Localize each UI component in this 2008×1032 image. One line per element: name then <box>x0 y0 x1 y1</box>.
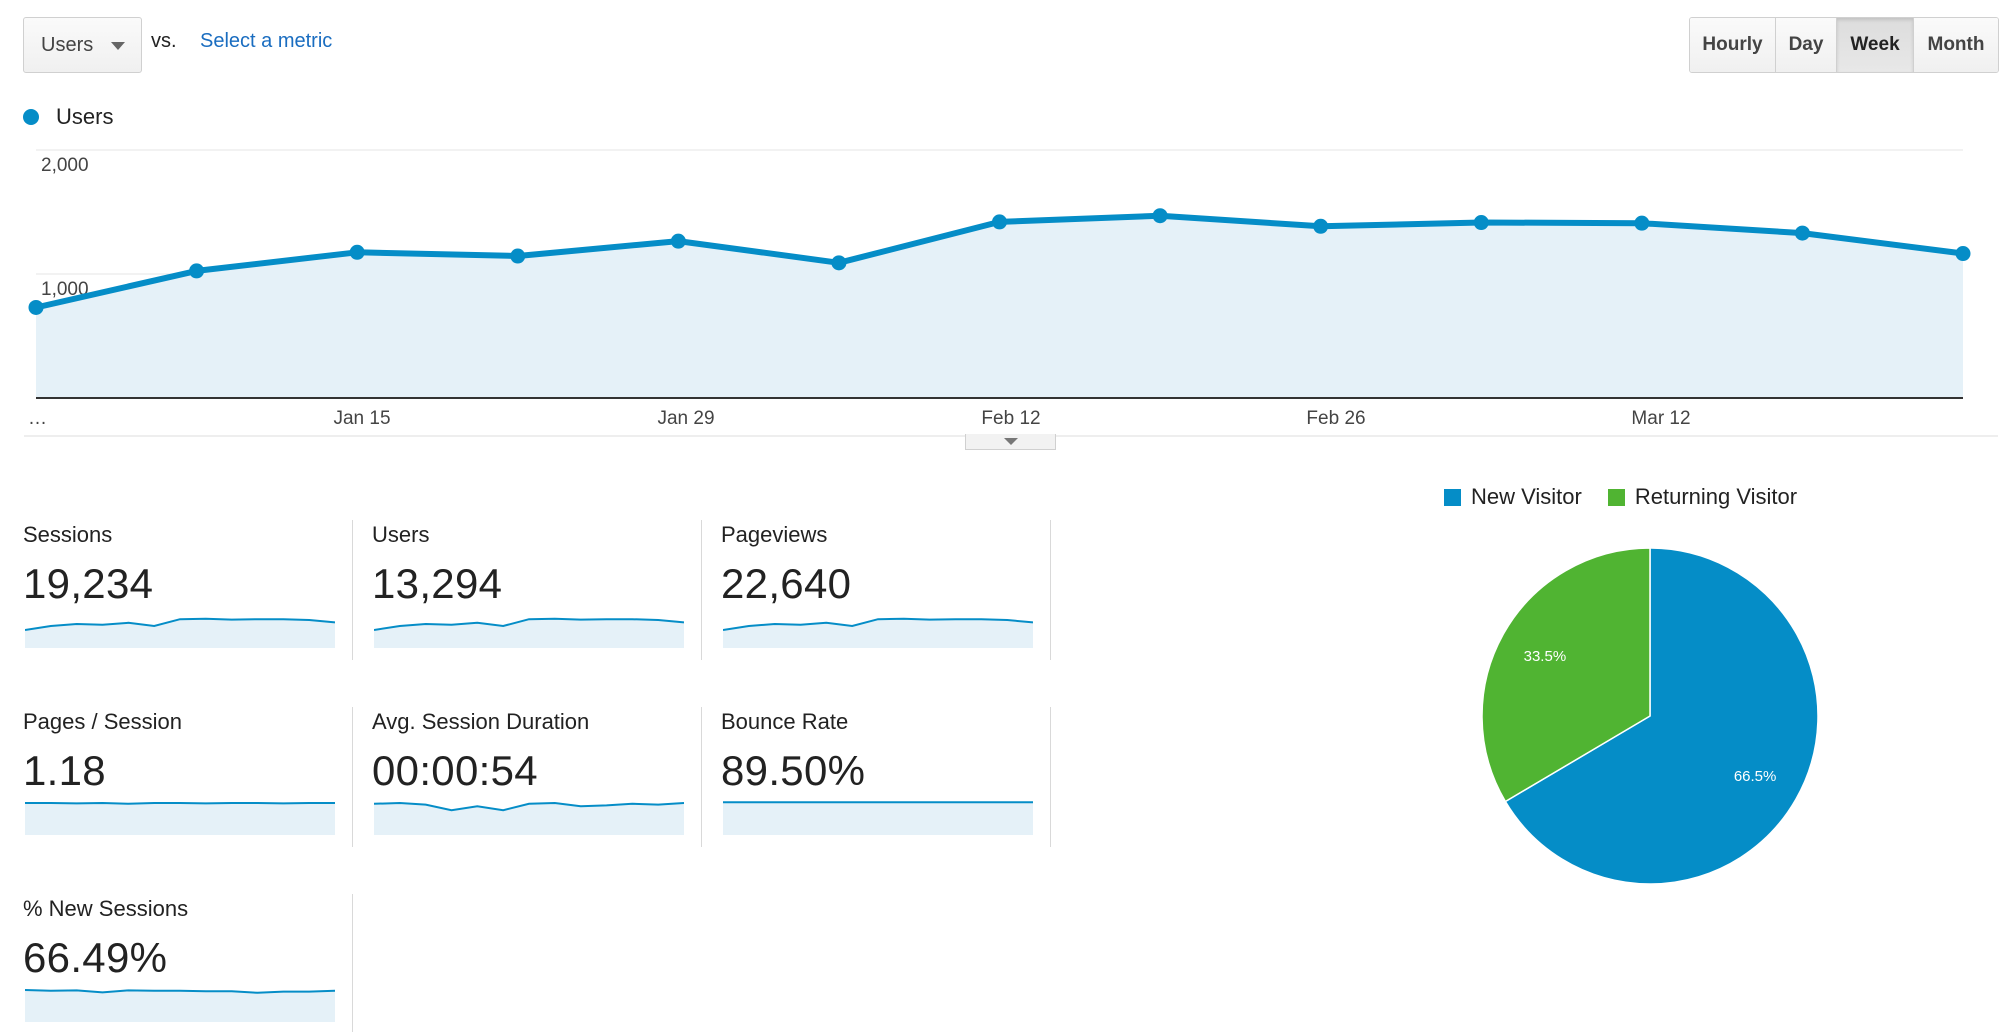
sparkline-line <box>374 801 684 812</box>
scorecard-new-sessions[interactable]: % New Sessions 66.49% <box>23 894 353 1032</box>
pie-legend-item-returning-visitor[interactable]: Returning Visitor <box>1607 484 1798 510</box>
users-data-point[interactable] <box>189 263 205 279</box>
caret-down-icon <box>1004 438 1018 445</box>
scorecard-pageviews[interactable]: Pageviews 22,640 <box>721 520 1051 660</box>
scorecard-sessions[interactable]: Sessions 19,234 <box>23 520 353 660</box>
legend-marker-users <box>23 109 39 125</box>
sparkline-area <box>25 618 335 648</box>
x-tick-label-4: Feb 26 <box>1306 408 1365 429</box>
sparkline-area <box>723 618 1033 648</box>
scorecard-label: % New Sessions <box>23 896 189 921</box>
users-data-point[interactable] <box>1313 218 1329 234</box>
users-data-point[interactable] <box>1473 215 1489 231</box>
users-series-points <box>28 208 1971 315</box>
period-week-button[interactable]: Week <box>1837 18 1914 72</box>
sparkline-area <box>374 618 684 648</box>
period-month-button[interactable]: Month <box>1914 18 1998 72</box>
sparkline-line <box>25 617 335 631</box>
users-data-point[interactable] <box>1634 215 1650 231</box>
pie-slices <box>1481 547 1819 885</box>
scorecard-value: 13,294 <box>372 560 503 607</box>
users-data-point[interactable] <box>992 214 1007 230</box>
scorecard-label: Bounce Rate <box>721 709 849 734</box>
sparkline <box>25 989 335 1022</box>
users-data-point[interactable] <box>510 248 526 264</box>
sparkline <box>723 617 1033 648</box>
sparkline <box>374 801 684 835</box>
scorecard-label: Avg. Session Duration <box>372 709 590 734</box>
sparkline-area <box>25 990 335 1022</box>
sparkline <box>25 801 335 835</box>
y-tick-label-2000: 2,000 <box>41 155 89 176</box>
scorecard-value: 1.18 <box>23 747 106 794</box>
sparkline <box>374 617 684 648</box>
metric-dropdown-label: Users <box>41 33 94 56</box>
x-tick-label-1: Jan 15 <box>333 408 390 429</box>
sparkline-area <box>374 803 684 835</box>
scorecard-label: Pageviews <box>721 522 828 547</box>
pie-slice-returning-visitor[interactable] <box>1481 547 1651 803</box>
scorecard-value: 00:00:54 <box>372 747 538 794</box>
scorecard-value: 19,234 <box>23 560 154 607</box>
sparkline-line <box>723 617 1033 631</box>
sparkline-area <box>25 803 335 835</box>
users-data-point[interactable] <box>349 244 365 260</box>
scorecard-value: 22,640 <box>721 560 852 607</box>
scorecard-label: Sessions <box>23 522 113 547</box>
pie-slice-label-new-visitor: 66.5% <box>1734 768 1777 785</box>
users-over-time-chart: 2,000 1,000 … Jan 15 Jan 29 Feb 12 Feb 2… <box>24 149 1998 437</box>
legend-swatch-new-visitor <box>1444 488 1461 506</box>
legend-swatch-returning-visitor <box>1607 488 1625 506</box>
users-data-point[interactable] <box>831 255 847 271</box>
sparkline-line <box>25 989 335 994</box>
y-tick-label-1000: 1,000 <box>41 279 89 300</box>
users-area-fill <box>36 215 1963 398</box>
pie-legend: New Visitor Returning Visitor <box>1444 484 1823 510</box>
x-tick-label-2: Jan 29 <box>657 408 714 429</box>
sparkline-line <box>25 801 335 805</box>
x-tick-label-0: … <box>28 408 47 429</box>
sparkline-area <box>723 802 1033 835</box>
sparkline <box>25 617 335 648</box>
metric-dropdown[interactable]: Users <box>23 17 142 73</box>
x-tick-label-5: Mar 12 <box>1631 408 1690 429</box>
period-day-button[interactable]: Day <box>1776 18 1837 72</box>
users-data-point[interactable] <box>1794 225 1810 241</box>
chevron-down-icon <box>111 42 125 50</box>
scorecard-value: 89.50% <box>721 747 866 794</box>
legend-label-users: Users <box>56 104 114 129</box>
main-chart-legend[interactable]: Users <box>23 104 113 130</box>
scorecard-label: Users <box>372 522 430 547</box>
sparkline-line <box>374 617 684 631</box>
pie-legend-item-new-visitor[interactable]: New Visitor <box>1444 484 1582 510</box>
legend-label-new-visitor: New Visitor <box>1471 484 1582 509</box>
select-metric-link[interactable]: Select a metric <box>200 30 333 52</box>
scorecard-bounce-rate[interactable]: Bounce Rate 89.50% <box>721 707 1051 847</box>
scorecard-pages-per-session[interactable]: Pages / Session 1.18 <box>23 707 353 847</box>
period-hourly-button[interactable]: Hourly <box>1690 18 1776 72</box>
pie-slice-label-returning-visitor: 33.5% <box>1524 648 1567 665</box>
scorecard-avg-session-duration[interactable]: Avg. Session Duration 00:00:54 <box>372 707 702 847</box>
pie-slice-new-visitor[interactable] <box>1504 547 1819 885</box>
x-tick-label-3: Feb 12 <box>981 408 1040 429</box>
scorecard-users[interactable]: Users 13,294 <box>372 520 702 660</box>
vs-label: vs. <box>151 30 177 52</box>
users-data-point[interactable] <box>28 299 44 315</box>
sparkline <box>723 801 1033 835</box>
collapse-chart-toggle[interactable] <box>965 434 1056 450</box>
users-data-point[interactable] <box>1152 208 1168 224</box>
period-toggle-group: Hourly Day Week Month <box>1689 17 1999 73</box>
legend-label-returning-visitor: Returning Visitor <box>1634 484 1798 509</box>
users-data-point[interactable] <box>1955 246 1971 262</box>
visitor-type-pie-chart: 66.5% 33.5% <box>1481 547 1819 885</box>
scorecard-label: Pages / Session <box>23 709 182 734</box>
users-data-point[interactable] <box>670 233 686 249</box>
scorecard-value: 66.49% <box>23 934 168 981</box>
